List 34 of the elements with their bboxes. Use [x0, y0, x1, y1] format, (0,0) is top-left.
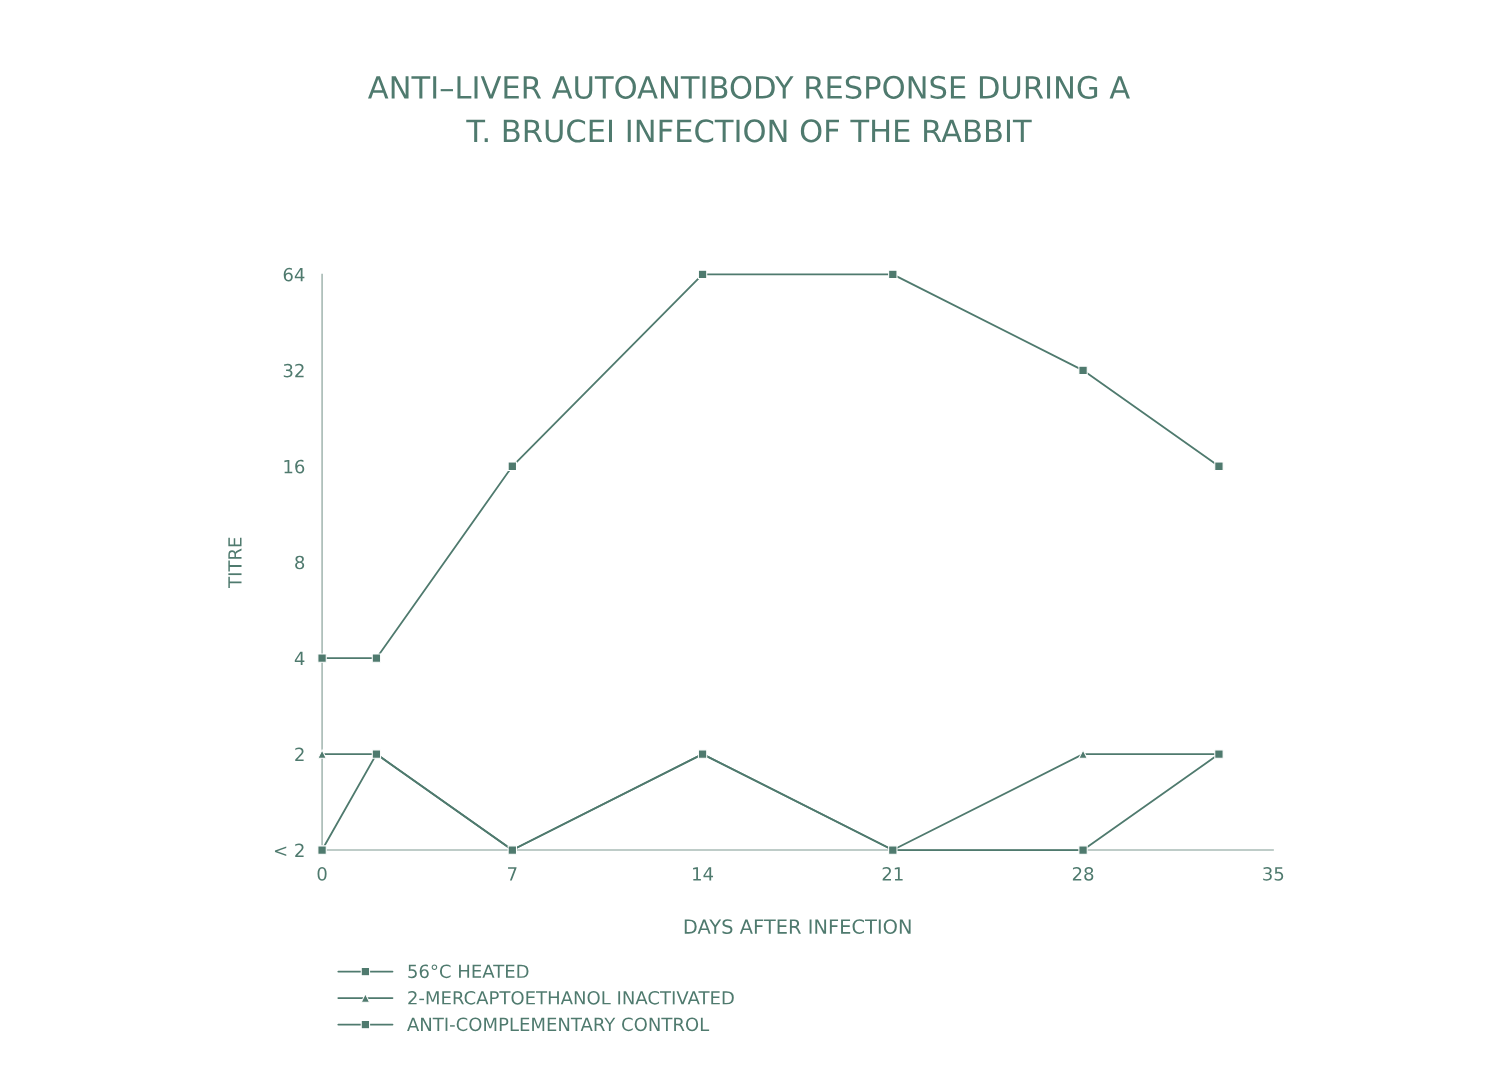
y-tick-label: 4 — [294, 651, 305, 666]
point — [317, 845, 327, 855]
x-axis-title: DAYS AFTER INFECTION — [684, 919, 911, 934]
point — [371, 749, 382, 759]
point — [1078, 845, 1088, 855]
point — [1214, 749, 1224, 759]
y-axis-title: TITRE — [228, 537, 242, 588]
point — [371, 653, 382, 663]
point — [507, 845, 517, 855]
x-tick-label: 0 — [317, 867, 327, 881]
chart-title: ANTI–LIVER AUTOANTIBODY RESPONSE DURING A T. BRUCEI INFECTION OF THE RABBIT — [368, 75, 1130, 143]
y-tick-label: 16 — [284, 459, 305, 474]
y-tick-label: 32 — [283, 363, 304, 378]
y-tick-label: 2 — [295, 747, 304, 761]
x-tick-label: 28 — [1072, 867, 1094, 881]
point — [1078, 749, 1088, 759]
x-tick-label: 7 — [508, 867, 517, 881]
point — [1214, 461, 1224, 471]
y-tick-label: < 2 — [274, 843, 304, 857]
x-tick-label: 35 — [1263, 867, 1284, 881]
point — [697, 749, 708, 759]
point — [697, 269, 708, 280]
point — [1078, 365, 1088, 376]
y-tick-label: 8 — [295, 555, 305, 570]
legend-label: 56°C HEATED — [408, 964, 529, 979]
legend-label: 2-MERCAPTOETHANOL INACTIVATED — [408, 990, 734, 1005]
point — [317, 749, 327, 759]
x-tick-label: 21 — [882, 867, 903, 881]
point — [507, 461, 517, 471]
legend-label: ANTI-COMPLEMENTARY CONTROL — [407, 1017, 710, 1032]
point — [317, 653, 327, 663]
y-tick-label: 64 — [283, 267, 305, 282]
point — [888, 845, 898, 855]
x-tick-label: 14 — [693, 867, 714, 881]
